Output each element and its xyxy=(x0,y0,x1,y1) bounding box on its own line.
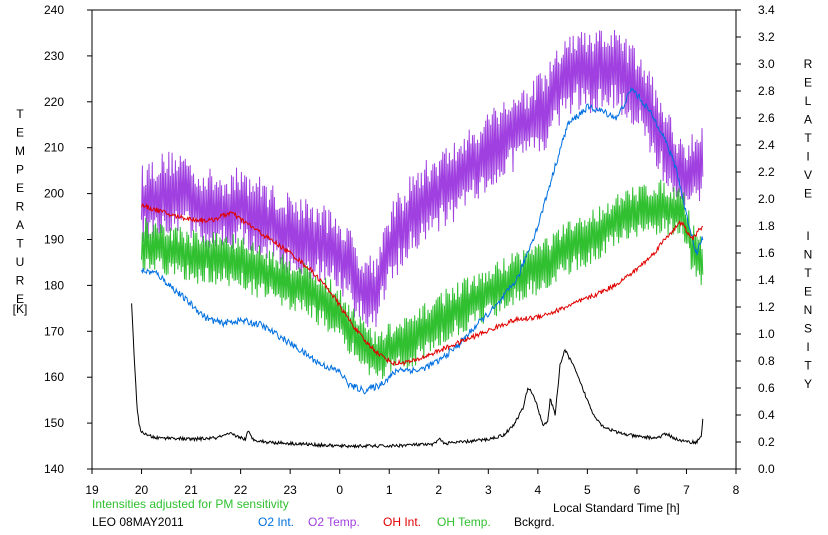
right-y-tick-label: 1.6 xyxy=(758,246,775,260)
left-y-tick-label: 180 xyxy=(44,278,64,292)
left-y-tick-label: 200 xyxy=(44,187,64,201)
right-y-tick-label: 0.0 xyxy=(758,462,775,476)
right-y-tick-label: 0.6 xyxy=(758,381,775,395)
plot-lines xyxy=(131,30,704,449)
right-y-tick-label: 2.6 xyxy=(758,111,775,125)
left-y-tick-label: 240 xyxy=(44,3,64,17)
left-y-tick-label: 160 xyxy=(44,370,64,384)
site-date-label: LEO 08MAY2011 xyxy=(92,515,184,529)
x-tick-label: 21 xyxy=(184,483,198,497)
left-y-tick-label: 140 xyxy=(44,462,64,476)
right-y-tick-label: 3.4 xyxy=(758,3,775,17)
x-tick-label: 2 xyxy=(435,483,442,497)
o2-int-line xyxy=(141,86,704,395)
x-tick-label: 7 xyxy=(683,483,690,497)
left-axis-label: TEMPERATURE xyxy=(15,107,25,306)
legend-bckgrd: Bckgrd. xyxy=(514,515,555,529)
plot-frame xyxy=(91,9,737,470)
legend-o2-int: O2 Int. xyxy=(258,515,295,529)
right-y-tick-label: 2.2 xyxy=(758,165,775,179)
left-y-tick-label: 210 xyxy=(44,141,64,155)
x-tick-label: 6 xyxy=(634,483,641,497)
right-y-tick-label: 0.2 xyxy=(758,435,775,449)
o2-temp-line xyxy=(141,30,704,328)
right-y-tick-label: 2.0 xyxy=(758,192,775,206)
bckgrd-line xyxy=(131,303,704,449)
left-y-tick-label: 170 xyxy=(44,324,64,338)
x-tick-label: 20 xyxy=(135,483,149,497)
x-ticks: 19 20 21 22 23 0 1 2 3 4 5 6 7 8 xyxy=(85,469,740,497)
legend-oh-temp: OH Temp. xyxy=(437,515,491,529)
x-tick-label: 5 xyxy=(584,483,591,497)
right-y-tick-label: 2.8 xyxy=(758,84,775,98)
left-y-tick-label: 150 xyxy=(44,416,64,430)
left-y-tick-label: 190 xyxy=(44,233,64,247)
right-y-ticks: 0.0 0.2 0.4 0.6 0.8 1.0 1.2 1.4 1.6 1.8 2.0 2.2 2.4 2… xyxy=(736,3,775,476)
x-tick-label: 3 xyxy=(485,483,492,497)
right-y-tick-label: 1.8 xyxy=(758,219,775,233)
legend-oh-int: OH Int. xyxy=(383,515,422,529)
left-axis-unit: [K] xyxy=(13,302,28,316)
left-y-ticks: 140 150 160 170 180 190 200 210 220 230 240 xyxy=(44,3,92,476)
right-y-tick-label: 1.4 xyxy=(758,273,775,287)
x-axis-label: Local Standard Time [h] xyxy=(553,501,680,515)
left-y-tick-label: 230 xyxy=(44,49,64,63)
x-tick-label: 0 xyxy=(336,483,343,497)
right-y-tick-label: 3.0 xyxy=(758,57,775,71)
right-y-tick-label: 2.4 xyxy=(758,138,775,152)
right-axis-label-text: RELATIVEINTENSITY xyxy=(804,57,813,391)
x-tick-label: 8 xyxy=(733,483,740,497)
right-y-tick-label: 3.2 xyxy=(758,30,775,44)
x-tick-label: 4 xyxy=(535,483,542,497)
pm-sensitivity-note: Intensities adjusted for PM sensitivity xyxy=(92,497,289,511)
x-tick-label: 19 xyxy=(85,483,99,497)
legend-o2-temp: O2 Temp. xyxy=(308,515,360,529)
right-y-tick-label: 0.4 xyxy=(758,408,775,422)
oh-temp-line xyxy=(141,179,704,379)
oh-int-line xyxy=(141,203,704,366)
right-y-tick-label: 0.8 xyxy=(758,354,775,368)
right-y-tick-label: 1.2 xyxy=(758,300,775,314)
left-axis-label-text: TEMPERATURE xyxy=(15,107,25,306)
x-tick-label: 1 xyxy=(386,483,393,497)
right-axis-label: RELATIVEINTENSITY xyxy=(804,57,813,391)
x-tick-label: 22 xyxy=(234,483,248,497)
left-y-tick-label: 220 xyxy=(44,95,64,109)
right-y-tick-label: 1.0 xyxy=(758,327,775,341)
x-tick-label: 23 xyxy=(283,483,297,497)
